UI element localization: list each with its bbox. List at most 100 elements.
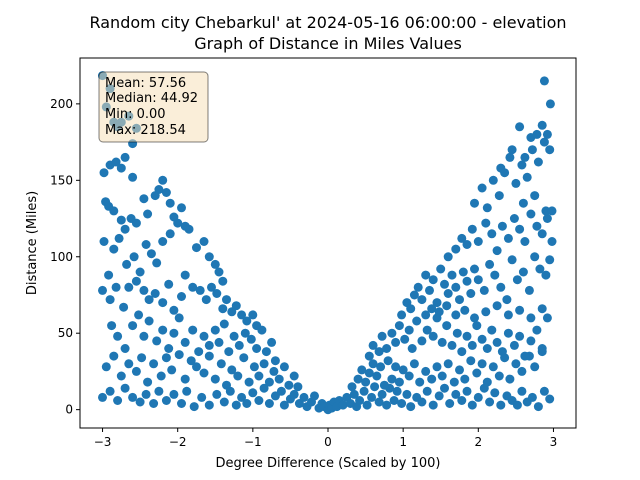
- data-point: [144, 316, 154, 326]
- data-point: [402, 389, 412, 399]
- data-point: [545, 145, 555, 155]
- data-point: [225, 386, 235, 396]
- data-point: [537, 304, 547, 314]
- data-point: [376, 362, 386, 372]
- data-point: [154, 185, 164, 194]
- data-point: [400, 334, 410, 344]
- data-point: [216, 359, 226, 369]
- data-point: [204, 351, 214, 361]
- data-point: [135, 397, 145, 407]
- data-point: [269, 366, 279, 376]
- data-point: [542, 214, 552, 223]
- data-point: [254, 396, 264, 405]
- data-point: [149, 399, 159, 408]
- data-point: [293, 382, 303, 392]
- data-point: [466, 356, 476, 366]
- data-point: [98, 392, 107, 402]
- data-point: [261, 347, 271, 357]
- data-point: [299, 392, 309, 402]
- data-point: [473, 275, 483, 285]
- data-point: [234, 340, 244, 350]
- data-point: [445, 399, 455, 408]
- data-point: [379, 380, 389, 390]
- data-point: [289, 389, 299, 399]
- data-point: [443, 289, 453, 298]
- data-point: [527, 392, 537, 402]
- data-point: [482, 344, 492, 353]
- data-point: [143, 209, 153, 219]
- data-point: [447, 270, 457, 280]
- y-tick-label: 50: [58, 326, 73, 340]
- data-point: [135, 267, 145, 277]
- data-point: [457, 233, 467, 243]
- data-point: [104, 270, 114, 280]
- data-point: [239, 353, 249, 363]
- data-point: [547, 237, 557, 246]
- y-axis: 0 50 100 150 200: [50, 97, 80, 417]
- data-point: [532, 129, 542, 139]
- data-point: [539, 76, 549, 86]
- data-point: [377, 389, 387, 399]
- y-tick-label: 200: [50, 97, 73, 111]
- data-point: [199, 368, 209, 378]
- data-point: [542, 313, 552, 323]
- data-point: [219, 319, 229, 329]
- data-point: [422, 386, 432, 396]
- data-point: [397, 399, 407, 408]
- data-point: [237, 392, 247, 402]
- data-point: [204, 252, 214, 262]
- data-point: [406, 304, 416, 314]
- data-point: [109, 206, 119, 216]
- data-points: [98, 71, 557, 415]
- data-point: [481, 218, 491, 228]
- data-point: [177, 292, 186, 301]
- data-point: [409, 359, 419, 369]
- data-point: [494, 371, 504, 381]
- data-point: [520, 152, 530, 162]
- data-point: [530, 191, 540, 201]
- data-point: [357, 365, 367, 375]
- data-point: [428, 400, 438, 410]
- data-point: [397, 310, 407, 320]
- data-point: [417, 397, 427, 407]
- data-point: [152, 258, 162, 268]
- data-point: [452, 328, 462, 338]
- y-tick-label: 150: [50, 173, 73, 187]
- data-point: [427, 304, 437, 314]
- data-point: [532, 325, 542, 335]
- data-point: [404, 325, 414, 335]
- data-point: [139, 194, 149, 204]
- data-point: [218, 304, 228, 314]
- data-point: [503, 233, 513, 243]
- data-point: [264, 377, 274, 387]
- data-point: [517, 366, 527, 376]
- data-point: [472, 321, 482, 331]
- data-point: [387, 328, 397, 338]
- data-point: [165, 229, 175, 239]
- stats-min: Min: 0.00: [105, 107, 166, 122]
- data-point: [481, 307, 491, 317]
- data-point: [294, 399, 304, 408]
- data-point: [252, 344, 262, 353]
- data-point: [512, 400, 522, 410]
- data-point: [195, 285, 205, 295]
- data-point: [457, 347, 467, 357]
- data-point: [539, 386, 549, 396]
- data-point: [227, 365, 237, 375]
- data-point: [174, 350, 184, 360]
- data-point: [244, 377, 254, 387]
- data-point: [192, 243, 201, 253]
- x-tick-label: 3: [550, 435, 558, 449]
- data-point: [107, 321, 117, 331]
- data-point: [124, 359, 134, 369]
- data-point: [120, 344, 130, 353]
- data-point: [242, 316, 252, 326]
- data-point: [487, 229, 497, 239]
- data-point: [530, 252, 540, 262]
- data-point: [436, 264, 446, 274]
- data-point: [353, 374, 363, 384]
- data-point: [382, 344, 392, 353]
- data-point: [442, 321, 452, 331]
- stats-box-background: [98, 71, 209, 143]
